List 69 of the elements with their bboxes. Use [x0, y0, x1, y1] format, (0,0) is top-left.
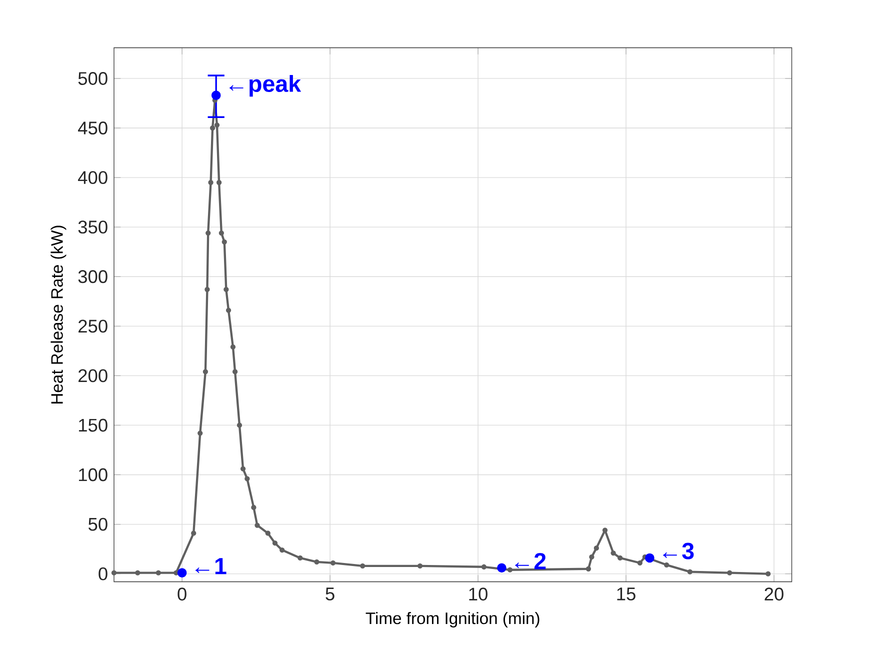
x-tick-label: 20 [764, 588, 784, 601]
annotation: ←peak [229, 75, 302, 97]
point [664, 562, 670, 568]
point [727, 570, 732, 576]
y-tick-label: 350 [78, 220, 108, 234]
y-tick-label: 100 [78, 468, 108, 482]
annotation: ←2 [515, 553, 546, 570]
point [211, 90, 221, 100]
point [230, 344, 236, 350]
point [232, 369, 238, 375]
y-tick-label: 450 [78, 122, 108, 135]
x-tick-label: 10 [469, 588, 488, 601]
point [251, 505, 256, 510]
point [687, 570, 693, 575]
point [298, 556, 303, 561]
x-tick-label: 15 [617, 588, 636, 601]
point [586, 566, 592, 572]
point [218, 230, 224, 236]
point [272, 540, 278, 546]
point [254, 522, 260, 528]
point [594, 546, 599, 551]
point [111, 570, 117, 576]
annotation: ←1 [195, 558, 226, 574]
point [222, 240, 227, 245]
point [280, 548, 285, 553]
point [191, 530, 196, 536]
point [177, 568, 187, 578]
y-tick-label: 150 [78, 418, 108, 432]
y-tick-label: 250 [78, 320, 108, 333]
point [226, 308, 232, 314]
point [507, 568, 513, 573]
point [645, 554, 654, 563]
point [204, 287, 210, 292]
point [156, 570, 161, 576]
x-tick-label: 5 [326, 588, 334, 601]
x-axis-title: Time from Ignition (min) [366, 612, 540, 628]
point [210, 126, 216, 131]
y-tick-label: 0 [98, 568, 108, 581]
y-tick-label: 50 [88, 518, 108, 531]
point [610, 550, 616, 556]
point [198, 430, 203, 436]
point [481, 564, 487, 570]
point [244, 476, 250, 482]
y-tick-label: 200 [78, 369, 108, 382]
y-tick-label: 500 [78, 72, 108, 86]
point [214, 122, 220, 128]
point [208, 180, 214, 186]
y-tick-label: 400 [78, 171, 108, 184]
point [360, 564, 366, 569]
y-axis-title: Heat Release Rate (kW) [50, 226, 66, 404]
x-tick-label: 0 [178, 588, 186, 601]
point [637, 560, 642, 566]
y-tick-label: 300 [78, 270, 108, 284]
point [589, 554, 594, 560]
point [236, 422, 242, 428]
point [206, 230, 211, 236]
point [135, 570, 140, 576]
point [224, 287, 229, 292]
point [497, 563, 506, 573]
point [240, 466, 246, 472]
point [417, 564, 423, 569]
annotation: ←3 [663, 543, 694, 560]
point [202, 369, 208, 375]
point [330, 560, 336, 566]
point [314, 560, 320, 565]
point [216, 180, 222, 186]
point [618, 556, 623, 561]
point [265, 530, 270, 536]
point [766, 571, 771, 577]
